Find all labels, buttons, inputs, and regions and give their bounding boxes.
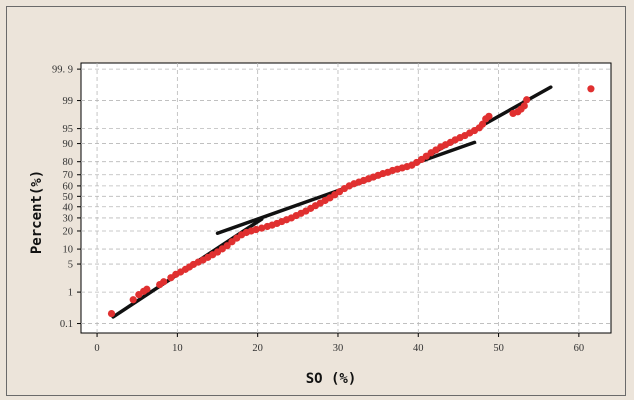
data-point (107, 309, 116, 318)
y-tick-label: 70 (63, 170, 74, 181)
y-tick-label: 0.1 (60, 319, 73, 330)
y-tick-label: 99. 9 (52, 65, 73, 76)
chart-frame: 0 10 20 30 40 50 60 0.1 1 5 10 20 30 40 50 60 70 80 90 95 99… (6, 6, 626, 396)
data-point (160, 278, 168, 286)
y-tick-label: 60 (63, 181, 74, 192)
y-tick-label: 50 (63, 192, 74, 203)
data-points (107, 85, 595, 318)
data-point (258, 224, 266, 232)
x-tick-label: 40 (413, 343, 424, 354)
x-tick-label: 30 (333, 343, 344, 354)
y-tick-label: 1 (68, 288, 73, 299)
data-point (520, 102, 528, 110)
data-point (587, 85, 595, 93)
y-tick-label: 99 (63, 96, 74, 107)
y-tick-label: 5 (68, 260, 73, 271)
x-tick-label: 20 (252, 343, 263, 354)
data-point (252, 225, 260, 234)
axis-ticks: 0 10 20 30 40 50 600.1151020304050607080909599… (52, 65, 584, 354)
y-tick-label: 90 (63, 139, 74, 150)
y-tick-label: 80 (63, 157, 74, 168)
data-point (478, 120, 487, 128)
y-tick-label: 20 (63, 226, 74, 237)
plot-area (80, 62, 612, 334)
x-axis-label: SO (%) (306, 371, 357, 387)
data-point (143, 285, 151, 293)
x-tick-label: 0 (94, 343, 99, 354)
y-axis-label: Percent(%) (29, 170, 45, 254)
data-point (523, 96, 531, 104)
x-tick-label: 50 (493, 343, 504, 354)
x-tick-label: 10 (172, 343, 183, 354)
y-tick-label: 95 (63, 124, 74, 135)
y-tick-label: 10 (63, 245, 74, 256)
data-point (223, 242, 231, 250)
probability-plot: 0 10 20 30 40 50 600.1151020304050607080909599… (29, 62, 612, 387)
data-point (129, 296, 137, 304)
y-tick-label: 40 (63, 202, 74, 213)
data-point (485, 112, 493, 120)
x-tick-label: 60 (574, 343, 585, 354)
grid-lines (81, 63, 611, 333)
y-tick-label: 30 (63, 213, 74, 224)
